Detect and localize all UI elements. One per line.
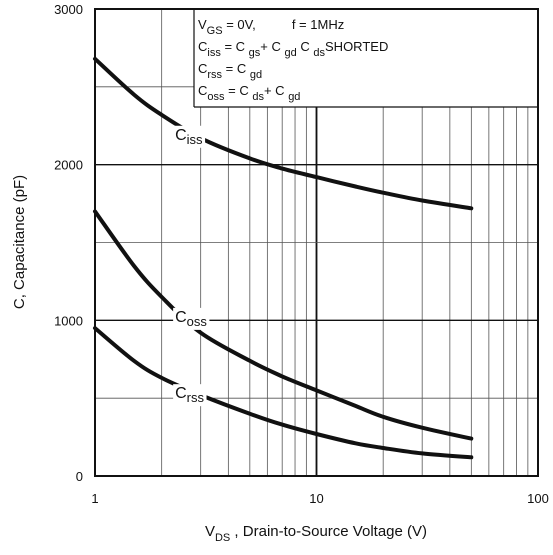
x-axis-title-sub: DS (215, 532, 230, 544)
annotation-background (194, 9, 538, 107)
x-tick-label: 1 (91, 491, 98, 506)
series-label-background (173, 384, 207, 407)
y-tick-label: 2000 (54, 158, 83, 173)
y-axis-title: C, Capacitance (pF) (11, 175, 28, 309)
y-tick-label: 1000 (54, 313, 83, 328)
tick-labels: 0 1000 2000 3000 1 10 100 (54, 2, 549, 506)
series-line-crss (93, 326, 474, 460)
curves: Ciss Coss Crss (93, 56, 474, 460)
series-label-coss: Coss (175, 309, 207, 329)
series-label-background (173, 125, 206, 148)
x-tick-label: 100 (527, 491, 549, 506)
annotation-line: Crss = C gd (198, 61, 262, 81)
series-label-background (173, 307, 210, 330)
series-label-crss: Crss (175, 385, 204, 405)
plot-frame (94, 8, 539, 477)
x-axis-title-rest: , Drain-to-Source Voltage (V) (230, 523, 427, 540)
y-tick-label: 0 (76, 469, 83, 484)
x-axis-title-main: V (205, 523, 215, 540)
annotation-line: VGS = 0V, f = 1MHz (198, 17, 344, 37)
series-line-ciss (93, 56, 474, 211)
series-label-ciss: Ciss (175, 127, 203, 147)
annotation-line: Ciss = C gs+ C gd C dsSHORTED (198, 39, 388, 59)
y-tick-label: 3000 (54, 2, 83, 17)
annotation-line: Coss = C ds+ C gd (198, 83, 300, 103)
x-axis-title: VDS , Drain-to-Source Voltage (V) (205, 523, 427, 544)
x-tick-label: 10 (309, 491, 323, 506)
series-line-coss (93, 209, 474, 441)
